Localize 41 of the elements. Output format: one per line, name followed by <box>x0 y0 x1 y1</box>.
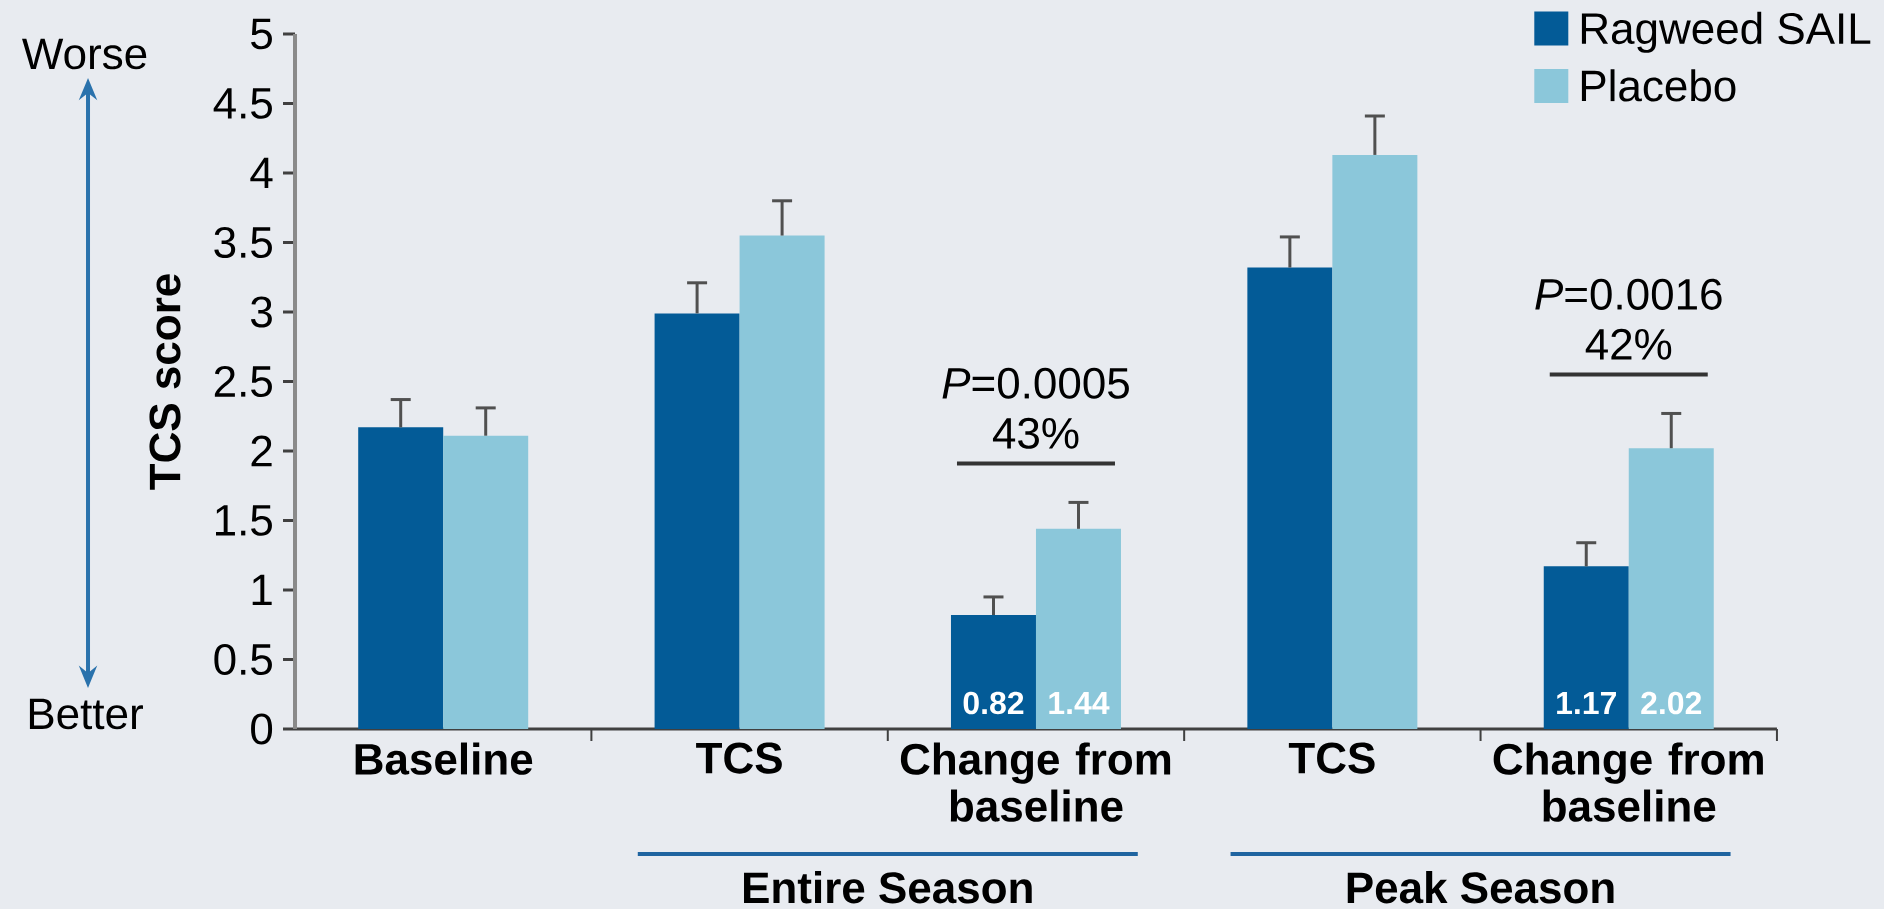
annotation: P=0.0005 <box>942 367 1129 399</box>
annotation: 42% <box>1585 328 1672 360</box>
y-tick-label: 1 <box>252 574 272 606</box>
bar <box>1035 528 1121 729</box>
x-tick-label: Change from baseline <box>900 742 1171 822</box>
x-tick-label: Change from baseline <box>1493 742 1763 822</box>
x-tick-label: TCS <box>696 742 782 774</box>
bar <box>654 313 740 729</box>
y-tick-label: 0 <box>251 713 273 745</box>
y-tick-label: 1.5 <box>216 505 272 536</box>
text: Better <box>29 698 143 730</box>
legend-label: Placebo <box>1581 69 1736 102</box>
bar <box>950 615 1036 729</box>
y-tick-label: 0.5 <box>214 643 272 676</box>
y-tick-label: 3.5 <box>214 226 272 259</box>
x-tick-label: TCS <box>1288 742 1375 774</box>
bar <box>443 435 529 729</box>
data-label: 2.02 <box>1641 691 1702 715</box>
bar <box>358 427 444 729</box>
data-label: 1.17 <box>1557 691 1616 714</box>
y-axis-title: TCS score <box>149 274 181 490</box>
bar <box>1628 448 1714 729</box>
text: Worse <box>22 38 147 70</box>
x-tick-label: Baseline <box>355 742 533 775</box>
bar <box>1543 566 1629 729</box>
legend-label: Ragweed SAIL <box>1581 11 1871 53</box>
data-label: 1.44 <box>1049 691 1110 714</box>
y-tick-label: 3 <box>251 296 272 328</box>
annotation: 43% <box>992 417 1079 449</box>
bar <box>1247 267 1333 729</box>
y-tick-label: 4 <box>250 157 273 189</box>
y-tick-label: 5 <box>251 18 272 50</box>
y-tick-label: 2 <box>251 435 272 467</box>
data-label: 0.82 <box>963 691 1024 715</box>
bar <box>1332 154 1418 729</box>
text: Peak Season <box>1347 871 1614 904</box>
y-tick-label: 2.5 <box>214 365 272 398</box>
text: Entire Season <box>744 871 1032 904</box>
y-tick-label: 4.5 <box>213 88 272 119</box>
annotation: P=0.0016 <box>1535 278 1722 310</box>
bar <box>739 235 825 729</box>
